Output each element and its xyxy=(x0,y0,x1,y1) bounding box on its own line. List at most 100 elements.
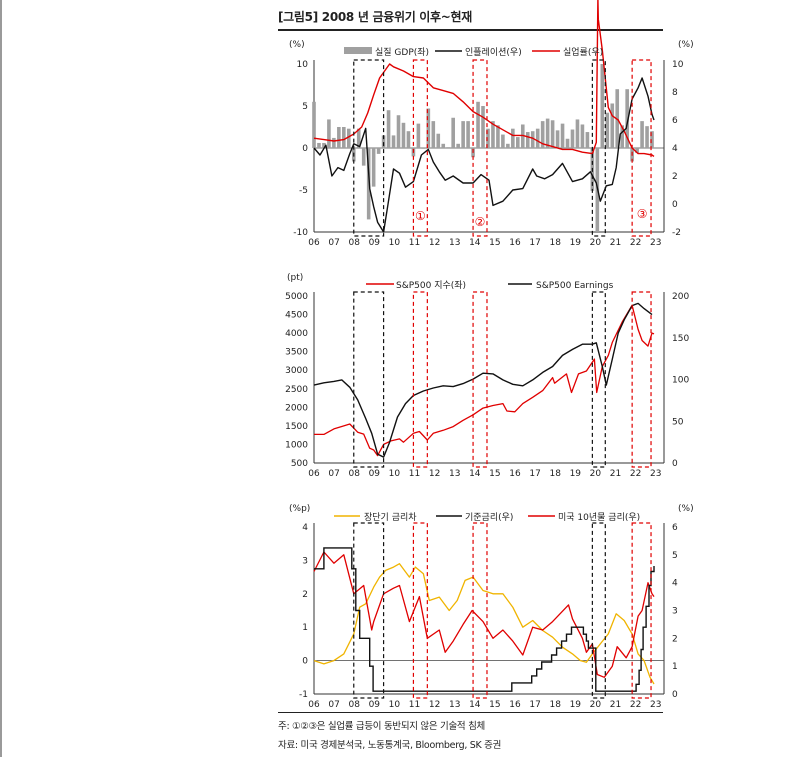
legend-label-treasury: 미국 10년물 금리(우) xyxy=(558,512,640,523)
y-tick-left-top: -5 xyxy=(299,186,308,196)
x-tick-top: 15 xyxy=(489,238,500,248)
x-tick-bot: 22 xyxy=(630,700,641,710)
x-tick-mid: 20 xyxy=(590,469,602,479)
gdp-bar xyxy=(525,132,530,148)
x-tick-mid: 14 xyxy=(469,469,481,479)
treasury-10y-line xyxy=(313,551,655,678)
gdp-bar xyxy=(396,115,401,148)
x-tick-bot: 11 xyxy=(409,700,420,710)
gdp-bar xyxy=(640,121,644,148)
y-tick-left-bot: 0 xyxy=(302,657,308,667)
x-tick-bot: 10 xyxy=(389,700,401,710)
gdp-bar xyxy=(511,128,515,148)
x-tick-mid: 16 xyxy=(509,469,521,479)
gdp-bar xyxy=(625,89,629,148)
y-tick-left-top: 10 xyxy=(297,60,309,70)
gdp-bar xyxy=(327,119,331,148)
x-tick-mid: 17 xyxy=(529,469,540,479)
recession-box-2020-mid xyxy=(591,291,606,468)
inflation-line xyxy=(313,77,655,233)
technical-recession-box-3-mid xyxy=(631,291,652,468)
y-tick-right-top: 10 xyxy=(672,60,684,70)
y-tick-right-bot: 4 xyxy=(672,579,678,589)
gdp-bar xyxy=(481,106,485,148)
y-tick-left-mid: 2500 xyxy=(285,385,308,395)
gdp-bar xyxy=(361,148,366,166)
y-tick-right-mid: 50 xyxy=(672,417,684,427)
technical-recession-box-1-mid xyxy=(412,291,428,468)
gdp-bar xyxy=(565,138,570,148)
gdp-bar xyxy=(635,148,639,154)
legend-swatch-gdp xyxy=(344,47,372,54)
technical-recession-box-2-bot xyxy=(472,522,488,699)
y-tick-right-mid: 0 xyxy=(672,459,678,469)
x-tick-top: 17 xyxy=(529,238,540,248)
x-tick-top: 16 xyxy=(509,238,521,248)
y-tick-right-bot: 6 xyxy=(672,523,678,533)
sp500-index-line xyxy=(314,304,655,457)
gdp-bar xyxy=(550,120,555,148)
gdp-bar xyxy=(317,142,321,148)
y-tick-right-bot: 3 xyxy=(672,607,678,617)
gdp-bar xyxy=(332,137,336,148)
x-tick-bot: 13 xyxy=(449,700,460,710)
y-tick-left-bot: 2 xyxy=(302,590,308,600)
x-tick-mid: 22 xyxy=(630,469,641,479)
gdp-bar xyxy=(491,121,495,148)
gdp-bar xyxy=(456,143,460,148)
gdp-bar xyxy=(496,125,500,148)
x-tick-top: 18 xyxy=(549,238,561,248)
x-tick-bot: 15 xyxy=(489,700,500,710)
y-unit-left-mid: (pt) xyxy=(287,273,303,283)
gdp-bar xyxy=(585,132,590,148)
y-tick-left-mid: 3500 xyxy=(285,348,308,358)
gdp-bar xyxy=(520,124,525,148)
x-tick-bot: 16 xyxy=(509,700,521,710)
gdp-bar xyxy=(540,121,545,148)
bottom-rule xyxy=(278,712,663,713)
legend-label-gdp: 실질 GDP(좌) xyxy=(375,46,429,58)
y-tick-right-top: -2 xyxy=(672,228,681,238)
figure-note: 주: ①②③은 실업률 급등이 동반되지 않은 기술적 침체 xyxy=(278,721,485,732)
legend-label-inflation: 인플레이션(우) xyxy=(465,47,522,58)
annotation-marker-1: ① xyxy=(415,209,426,223)
x-tick-mid: 19 xyxy=(570,469,582,479)
y-unit-left-top: (%) xyxy=(289,40,305,50)
x-tick-mid: 18 xyxy=(549,469,561,479)
gdp-bar xyxy=(580,124,585,148)
gdp-bar xyxy=(446,147,451,148)
gdp-bar xyxy=(506,143,510,148)
x-tick-mid: 10 xyxy=(389,469,401,479)
x-tick-bot: 23 xyxy=(650,700,661,710)
gdp-bar xyxy=(620,125,624,148)
y-tick-right-top: 8 xyxy=(672,88,678,98)
figure-source: 자료: 미국 경제분석국, 노동통계국, Bloomberg, SK 증권 xyxy=(278,740,502,751)
x-tick-mid: 12 xyxy=(429,469,440,479)
term-spread-line xyxy=(313,563,655,685)
technical-recession-box-1-bot xyxy=(412,522,428,699)
x-tick-bot: 18 xyxy=(549,700,561,710)
y-tick-left-mid: 5000 xyxy=(285,292,308,302)
x-tick-mid: 09 xyxy=(369,469,381,479)
y-tick-left-top: -10 xyxy=(293,228,308,238)
x-tick-mid: 23 xyxy=(650,469,661,479)
title-rule xyxy=(278,29,663,31)
gdp-bar xyxy=(421,148,426,149)
gdp-bar xyxy=(381,135,386,148)
gdp-bar xyxy=(337,127,341,148)
technical-recession-box-3-bot xyxy=(631,522,652,699)
legend-label-fed-funds: 기준금리(우) xyxy=(465,512,513,523)
x-tick-top: 12 xyxy=(429,238,440,248)
x-tick-top: 08 xyxy=(348,238,360,248)
gdp-bar xyxy=(441,143,446,148)
x-tick-bot: 06 xyxy=(308,700,320,710)
x-tick-bot: 14 xyxy=(469,700,481,710)
x-tick-bot: 12 xyxy=(429,700,440,710)
gdp-bar xyxy=(575,119,580,148)
technical-recession-box-3-top xyxy=(631,59,652,237)
x-tick-top: 21 xyxy=(610,238,621,248)
x-tick-top: 06 xyxy=(308,238,320,248)
gdp-bar xyxy=(466,121,470,148)
unemployment-line xyxy=(313,0,655,157)
gdp-bar xyxy=(376,148,381,154)
